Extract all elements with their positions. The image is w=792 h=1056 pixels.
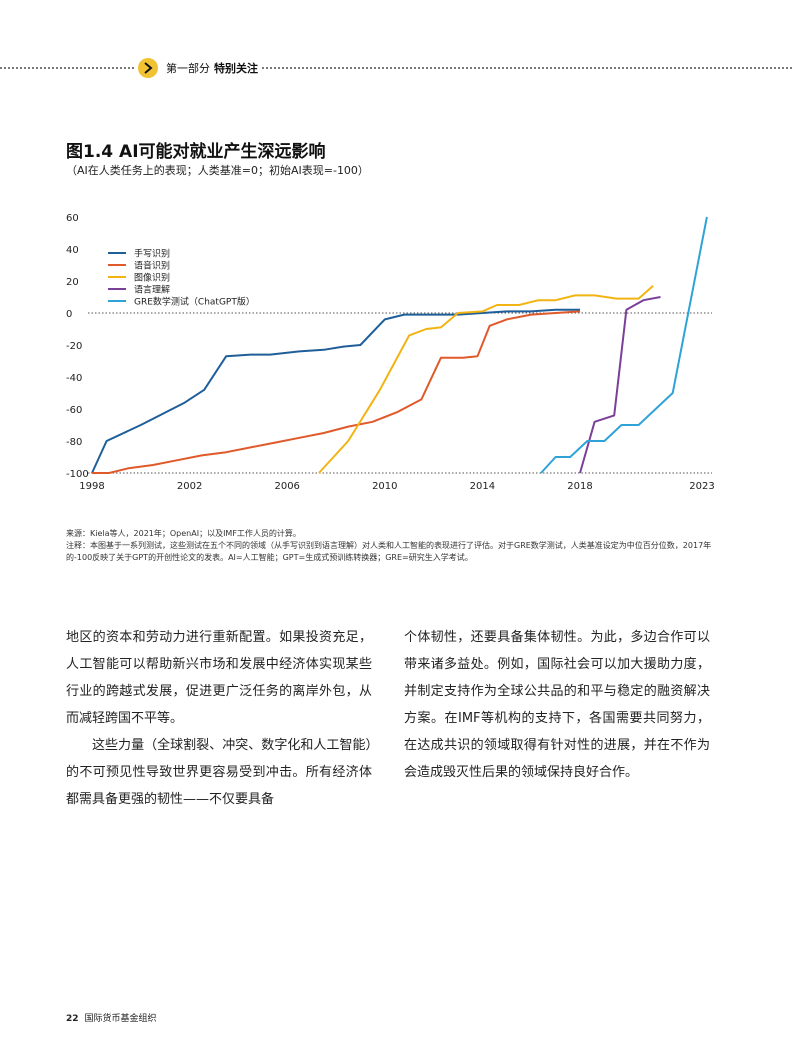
x-tick-label: 2006 [274, 481, 299, 492]
y-tick-label: -80 [66, 437, 82, 448]
legend-label: GRE数学测试（ChatGPT版） [134, 296, 255, 308]
header-divider-right [262, 67, 792, 69]
legend-label: 图像识别 [134, 272, 170, 284]
paragraph: 地区的资本和劳动力进行重新配置。如果投资充足，人工智能可以帮助新兴市场和发展中经… [66, 630, 372, 726]
page-header: 第一部分 特别关注 [0, 58, 792, 78]
x-tick-label: 1998 [79, 481, 104, 492]
series-line [92, 310, 581, 474]
chevron-right-icon [138, 58, 158, 78]
y-tick-label: 20 [66, 277, 79, 288]
figure-title: 图1.4 AI可能对就业产生深远影响 [66, 142, 326, 162]
paragraph: 个体韧性，还要具备集体韧性。为此，多边合作可以带来诸多益处。例如，国际社会可以加… [404, 630, 710, 780]
figure-subtitle: （AI在人类任务上的表现；人类基准=0；初始AI表现=-100） [66, 164, 369, 177]
source-note: 来源：Kiela等人，2021年；OpenAI；以及IMF工作人员的计算。 [66, 529, 301, 538]
figure-notes: 来源：Kiela等人，2021年；OpenAI；以及IMF工作人员的计算。 注释… [66, 528, 726, 564]
page-number: 22 [66, 1014, 79, 1024]
legend-label: 语音识别 [134, 260, 170, 272]
series-line [91, 308, 580, 474]
header-divider-left [0, 67, 134, 69]
y-tick-label: 60 [66, 213, 79, 224]
section-title: 特别关注 [214, 62, 258, 75]
x-tick-label: 2010 [372, 481, 397, 492]
paragraph: 这些力量（全球割裂、冲突、数字化和人工智能）的不可预见性导致世界更容易受到冲击。… [66, 738, 372, 807]
series-line [540, 216, 708, 474]
legend-label: 语言理解 [134, 284, 170, 296]
legend-label: 手写识别 [134, 248, 170, 260]
x-tick-label: 2018 [567, 481, 592, 492]
x-tick-label: 2002 [177, 481, 202, 492]
footer-org: 国际货币基金组织 [84, 1014, 157, 1024]
y-tick-label: 40 [66, 245, 79, 256]
y-tick-label: -40 [66, 373, 82, 384]
y-tick-label: -100 [66, 469, 89, 480]
part-label: 第一部分 [166, 62, 210, 75]
page-footer: 22 国际货币基金组织 [66, 1011, 157, 1024]
x-tick-label: 2023 [689, 481, 714, 492]
y-tick-label: -20 [66, 341, 82, 352]
explanatory-note: 注释：本图基于一系列测试，这些测试在五个不同的领域（从手写识别到语言理解）对人类… [66, 541, 712, 562]
body-column-right: 个体韧性，还要具备集体韧性。为此，多边合作可以带来诸多益处。例如，国际社会可以加… [404, 624, 710, 786]
y-tick-label: 0 [66, 309, 72, 320]
series-line [579, 296, 661, 474]
x-tick-label: 2014 [470, 481, 495, 492]
section-label: 第一部分 特别关注 [166, 60, 258, 76]
body-column-left: 地区的资本和劳动力进行重新配置。如果投资充足，人工智能可以帮助新兴市场和发展中经… [66, 624, 372, 813]
y-tick-label: -60 [66, 405, 82, 416]
series-line [318, 285, 654, 474]
